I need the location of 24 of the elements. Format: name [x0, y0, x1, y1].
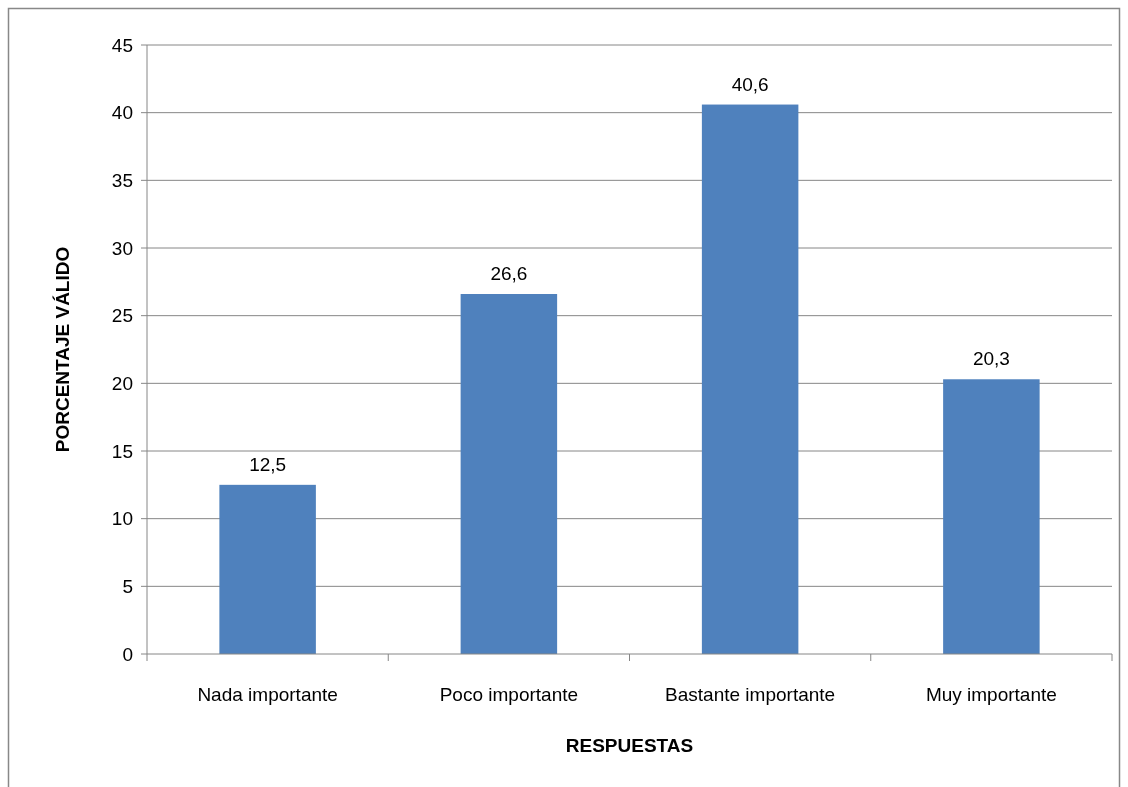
data-label: 12,5 [249, 453, 287, 475]
y-tick-label: 25 [111, 305, 133, 327]
data-label: 20,3 [972, 348, 1010, 370]
y-tick-label: 0 [122, 643, 133, 665]
y-tick-label: 10 [111, 508, 133, 530]
data-label: 40,6 [731, 73, 769, 95]
data-label: 26,6 [490, 263, 528, 285]
x-tick-label: Nada importante [197, 684, 338, 705]
x-tick-label: Bastante importante [665, 684, 836, 705]
y-tick-label: 15 [111, 440, 133, 462]
bar [943, 379, 1040, 654]
y-axis-title: PORCENTAJE VÁLIDO [52, 246, 73, 453]
bar [701, 104, 799, 654]
y-tick-label: 20 [111, 372, 133, 394]
y-tick-label: 5 [122, 575, 133, 597]
x-tick-label: Poco importante [439, 684, 579, 705]
bar [219, 484, 316, 654]
y-tick-label: 45 [111, 34, 133, 56]
x-axis-title: RESPUESTAS [565, 735, 694, 756]
y-tick-label: 30 [111, 237, 133, 259]
bar [460, 294, 558, 654]
x-tick-label: Muy importante [925, 684, 1057, 705]
y-tick-label: 35 [111, 169, 133, 191]
y-tick-label: 40 [111, 102, 133, 124]
